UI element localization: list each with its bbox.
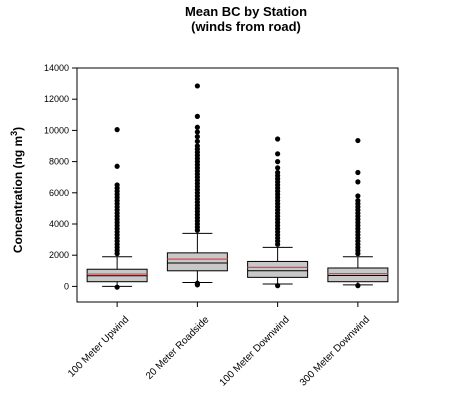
outlier-point (355, 198, 361, 204)
box-group (247, 136, 309, 289)
x-tick-label: 100 Meter Upwind (66, 314, 131, 379)
y-axis-ticks: 0 2000 4000 6000 8000 10000 12000 14000 (44, 63, 77, 291)
x-tick-label: 100 Meter Downwind (218, 314, 292, 388)
outlier-point (194, 134, 200, 140)
outlier-point (194, 113, 200, 119)
outlier-point (114, 163, 120, 169)
box-group (166, 83, 228, 288)
y-tick-label: 10000 (44, 125, 69, 135)
y-axis-label-superscript: 3 (9, 131, 19, 136)
outlier-point (355, 283, 361, 289)
y-tick-label: 0 (64, 281, 69, 291)
outlier-point (355, 169, 361, 176)
outlier-point (355, 179, 361, 185)
outlier-point (355, 137, 361, 144)
box-group (327, 137, 389, 289)
y-tick-label: 8000 (49, 157, 69, 167)
outlier-point (355, 193, 361, 199)
outlier-point (194, 143, 200, 149)
y-axis-label: Concentration (ng m3) (9, 127, 25, 253)
x-tick-label: 20 Meter Roadside (144, 314, 212, 382)
outlier-point (194, 129, 200, 135)
outlier-point (194, 83, 200, 89)
box-iqr (327, 267, 389, 283)
box-iqr (166, 252, 228, 272)
box-iqr (247, 260, 309, 278)
outlier-point (275, 136, 281, 142)
outlier-point (275, 165, 281, 171)
y-tick-label: 12000 (44, 94, 69, 104)
outlier-point (114, 284, 120, 290)
box-series (86, 83, 389, 290)
y-tick-label: 14000 (44, 63, 69, 73)
x-tick-label: 300 Meter Downwind (298, 314, 372, 388)
outlier-point (194, 138, 200, 144)
outlier-point (275, 169, 281, 176)
plot-area-frame (76, 67, 399, 303)
outlier-point (194, 280, 200, 286)
outlier-point (275, 151, 281, 157)
y-tick-label: 2000 (49, 250, 69, 260)
box-group (86, 127, 148, 290)
outlier-point (114, 182, 120, 188)
y-axis-label-suffix: ) (11, 127, 25, 131)
y-tick-label: 4000 (49, 219, 69, 229)
chart-subtitle: (winds from road) (191, 19, 301, 34)
y-axis-label-main: Concentration (ng m (11, 136, 25, 253)
x-axis-ticks: 100 Meter Upwind 20 Meter Roadside 100 Met… (66, 302, 372, 389)
chart-title: Mean BC by Station (185, 4, 307, 19)
outlier-point (114, 127, 120, 133)
y-tick-label: 6000 (49, 188, 69, 198)
outlier-point (194, 124, 200, 130)
outlier-point (275, 283, 281, 289)
outlier-point (275, 159, 281, 165)
